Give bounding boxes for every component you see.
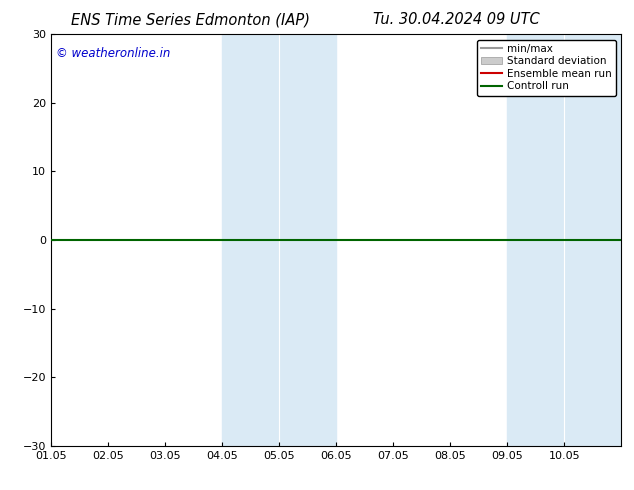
Text: Tu. 30.04.2024 09 UTC: Tu. 30.04.2024 09 UTC <box>373 12 540 27</box>
Bar <box>279 34 336 446</box>
Legend: min/max, Standard deviation, Ensemble mean run, Controll run: min/max, Standard deviation, Ensemble me… <box>477 40 616 96</box>
Bar <box>564 34 621 446</box>
Bar <box>507 34 564 446</box>
Text: © weatheronline.in: © weatheronline.in <box>56 47 171 60</box>
Bar <box>222 34 279 446</box>
Text: ENS Time Series Edmonton (IAP): ENS Time Series Edmonton (IAP) <box>71 12 309 27</box>
